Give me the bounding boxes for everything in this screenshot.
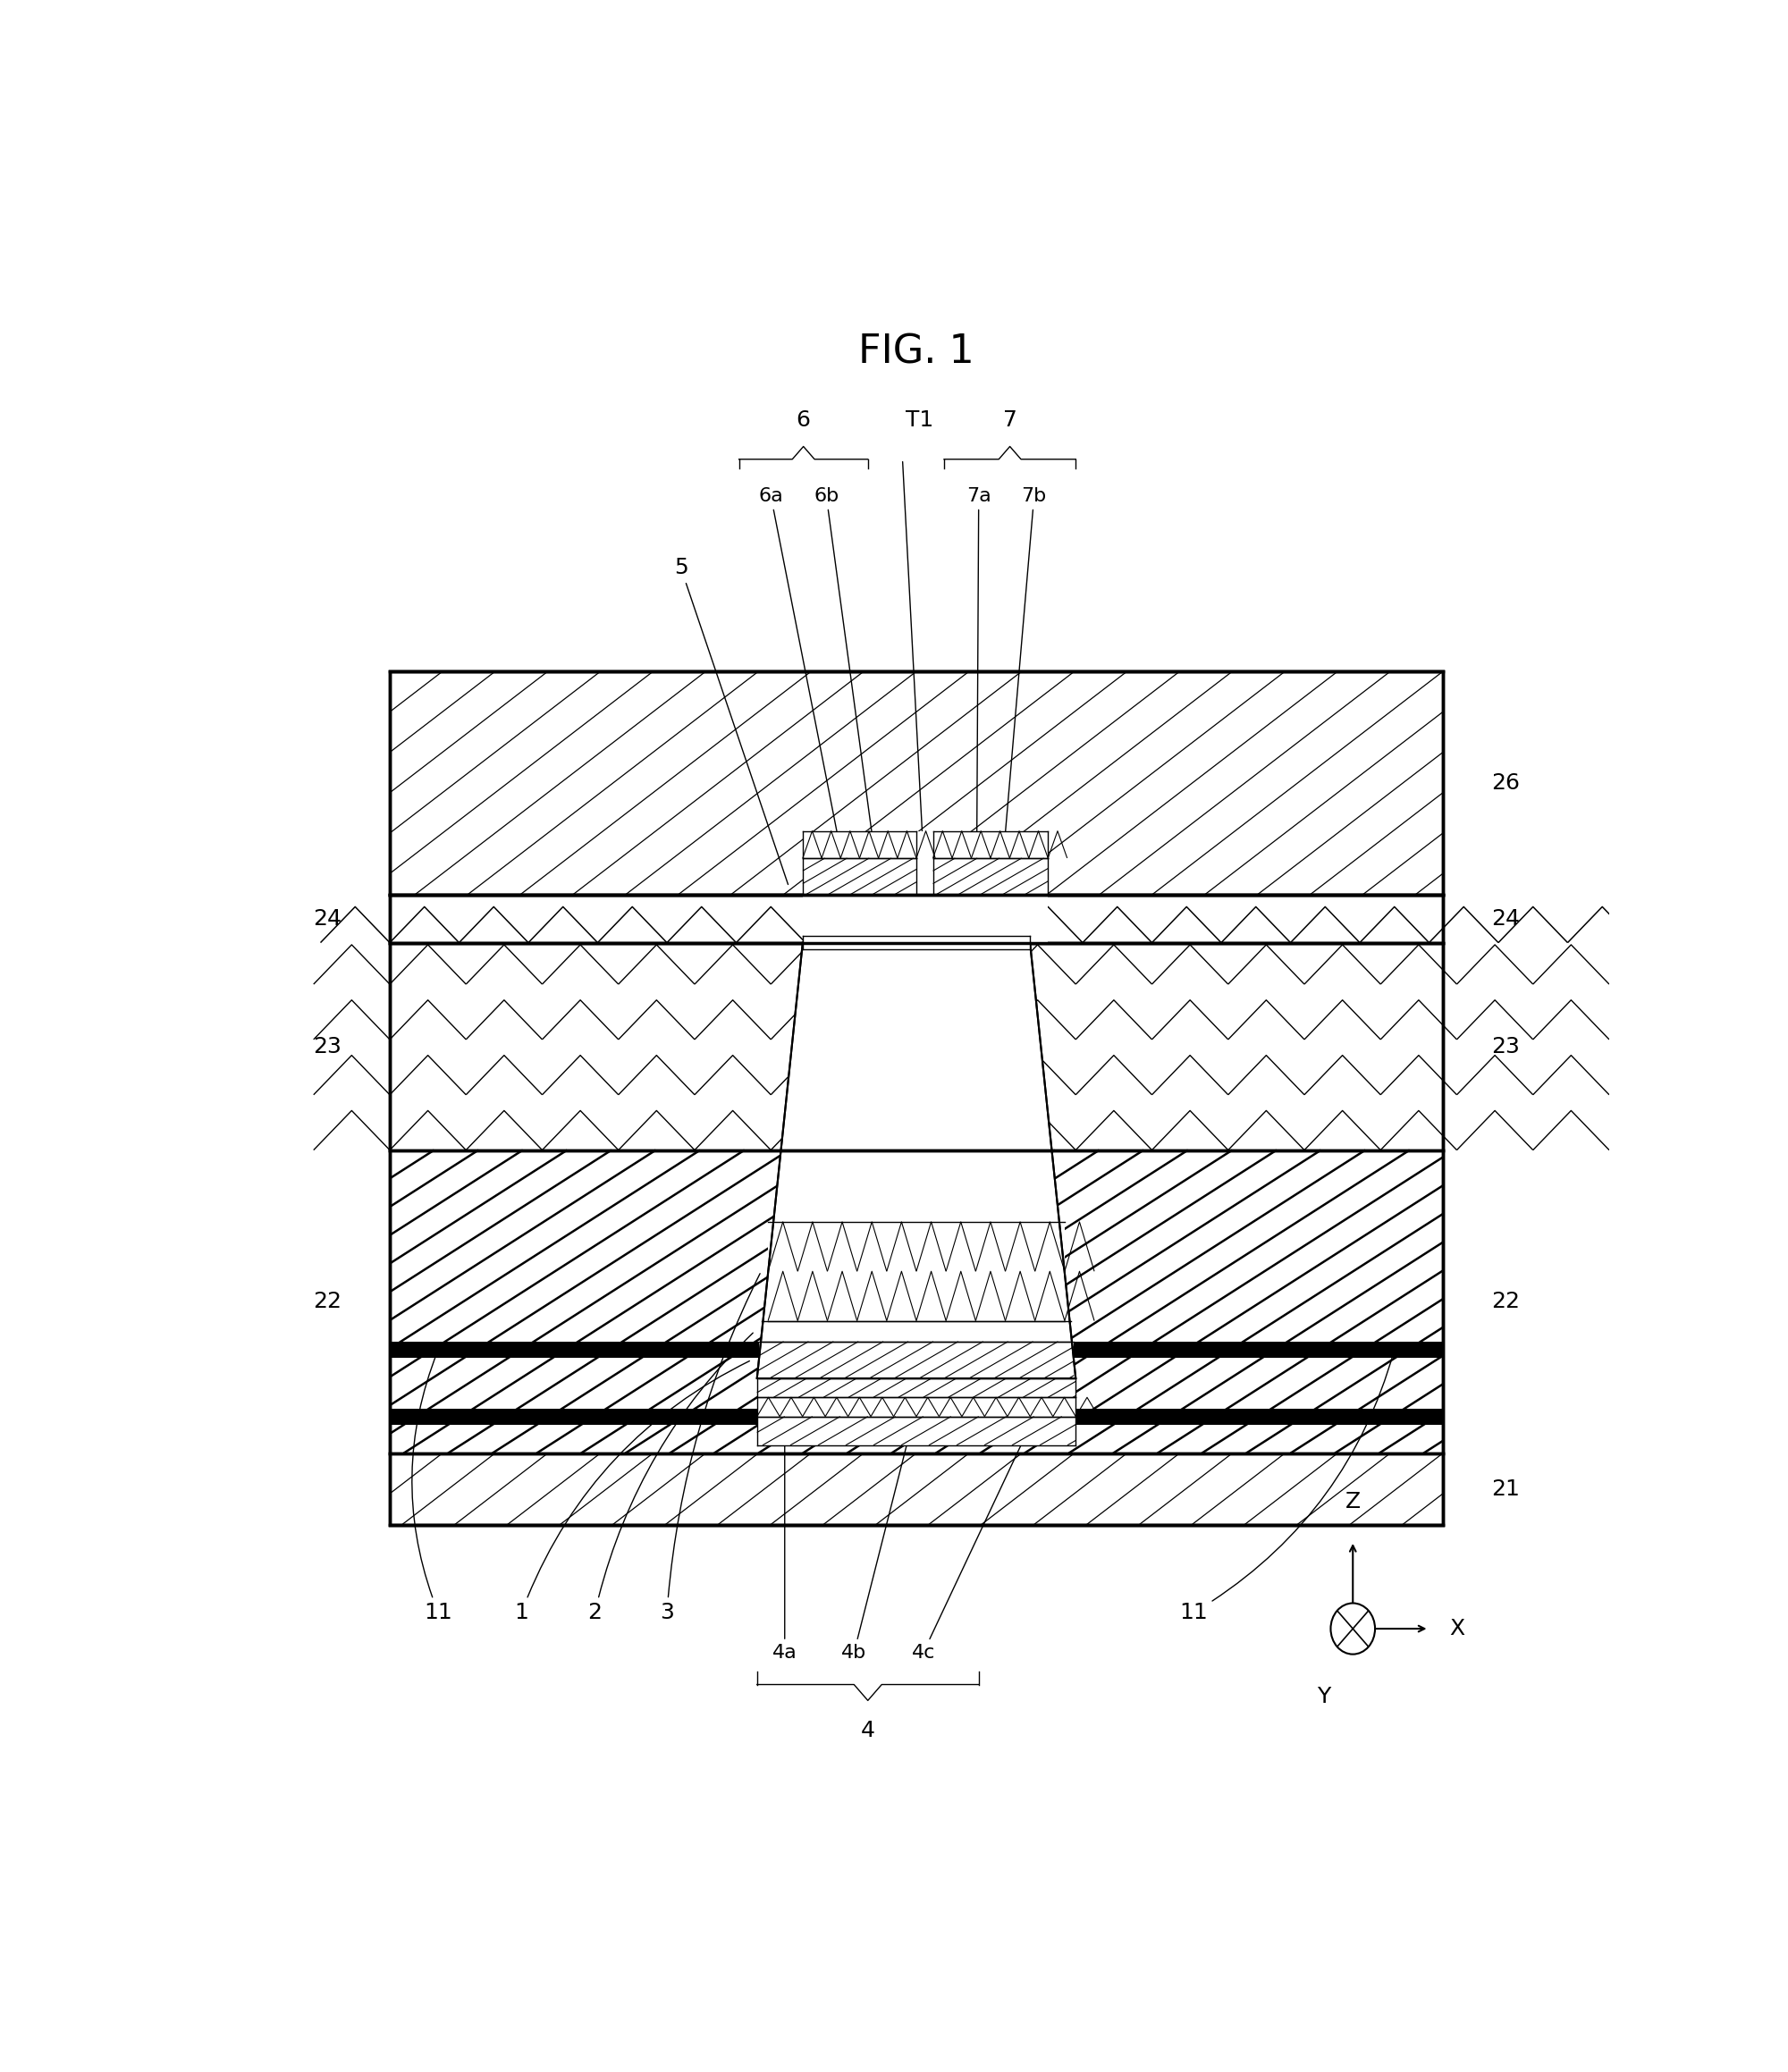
Text: 11: 11	[411, 1351, 452, 1624]
Bar	[1062, 1341, 1443, 1357]
Text: 7a: 7a	[966, 487, 991, 874]
Bar	[803, 831, 915, 858]
Text: 6a: 6a	[758, 487, 846, 874]
Text: 24: 24	[313, 908, 342, 930]
Text: 7b: 7b	[1005, 487, 1046, 841]
Bar	[390, 671, 1443, 1525]
Text: 22: 22	[313, 1291, 342, 1312]
Text: X: X	[1450, 1618, 1464, 1639]
Text: 6b: 6b	[814, 487, 873, 841]
Bar	[756, 1378, 1076, 1446]
Bar	[933, 895, 1048, 943]
Bar	[1062, 1409, 1443, 1423]
Text: 6: 6	[796, 408, 810, 431]
Bar	[390, 1150, 1443, 1452]
Bar	[390, 1409, 771, 1423]
Text: 22: 22	[1491, 1291, 1520, 1312]
Text: Y: Y	[1318, 1687, 1330, 1707]
Text: 3: 3	[660, 1274, 760, 1624]
Bar	[756, 1417, 1076, 1446]
Bar	[933, 831, 1048, 895]
Bar	[390, 1452, 1443, 1525]
Bar	[756, 1378, 1076, 1397]
Text: T1: T1	[907, 408, 933, 431]
Text: 26: 26	[1491, 773, 1520, 794]
Text: 11: 11	[1180, 1351, 1393, 1624]
Text: FIG. 1: FIG. 1	[858, 334, 974, 371]
Bar	[933, 858, 1048, 895]
Bar	[803, 831, 915, 895]
Bar	[756, 1397, 1076, 1417]
Bar	[762, 1320, 1071, 1341]
Bar	[769, 1222, 1064, 1320]
Bar	[803, 858, 915, 895]
Bar	[915, 831, 933, 895]
Text: Z: Z	[1345, 1490, 1361, 1513]
Polygon shape	[756, 943, 1076, 1378]
Text: 2: 2	[588, 1332, 753, 1624]
Bar	[390, 671, 1443, 895]
Text: 4b: 4b	[842, 1409, 915, 1662]
Text: 23: 23	[313, 1036, 342, 1057]
Bar	[803, 937, 1030, 949]
Bar	[390, 943, 1443, 1150]
Bar	[390, 895, 1443, 943]
Bar	[390, 671, 1443, 1525]
Bar	[758, 1341, 1075, 1378]
Circle shape	[1330, 1604, 1375, 1653]
Bar	[933, 831, 1048, 858]
Polygon shape	[781, 943, 1051, 1150]
Text: 4c: 4c	[912, 1390, 1048, 1662]
Text: 24: 24	[1491, 908, 1520, 930]
Bar	[915, 895, 933, 943]
Text: 1: 1	[515, 1361, 749, 1624]
Text: 21: 21	[1491, 1477, 1520, 1500]
Text: 4: 4	[860, 1720, 874, 1740]
Text: 23: 23	[1491, 1036, 1520, 1057]
Bar	[803, 895, 915, 943]
Text: 7: 7	[1003, 408, 1017, 431]
Bar	[390, 1341, 771, 1357]
Text: 5: 5	[674, 557, 789, 885]
Text: 4a: 4a	[772, 1434, 797, 1662]
